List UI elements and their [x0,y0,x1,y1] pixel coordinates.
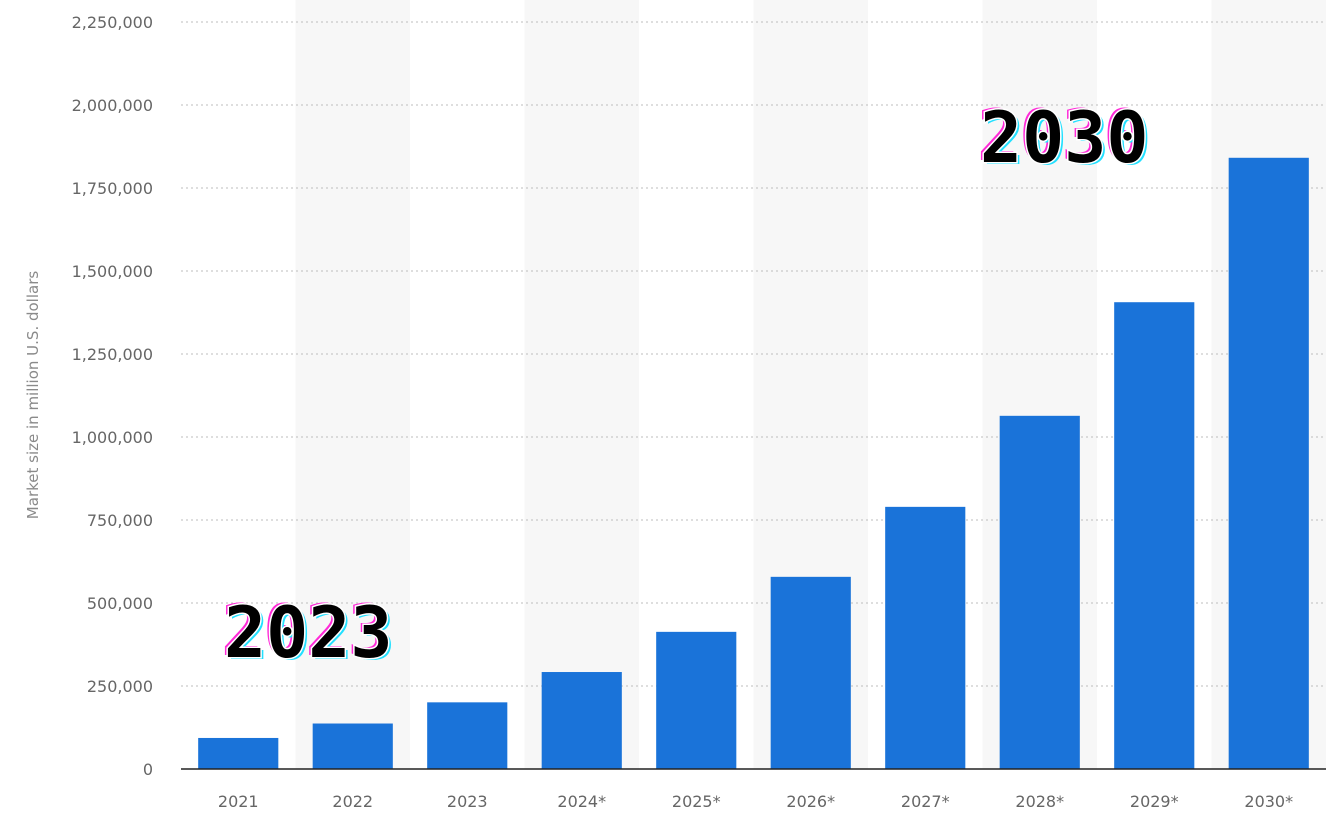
y-tick-label: 500,000 [87,594,153,613]
bar [427,702,508,769]
annotation-shadow-magenta: 2023 [221,590,390,672]
x-tick-label: 2026* [786,792,835,811]
annotation-shadow-cyan: 2030 [983,99,1152,181]
y-tick-label: 1,250,000 [72,345,153,364]
bar [1228,157,1309,770]
bar [999,415,1080,769]
bar [656,631,737,769]
category-band [524,0,639,769]
x-tick-label: 2021 [218,792,259,811]
x-tick-label: 2028* [1015,792,1064,811]
y-tick-label: 1,500,000 [72,262,153,281]
x-tick-label: 2025* [672,792,721,811]
x-tick-label: 2030* [1244,792,1293,811]
y-tick-label: 0 [143,760,153,779]
y-tick-label: 750,000 [87,511,153,530]
annotation-shadow-magenta: 2030 [977,95,1146,177]
x-tick-label: 2024* [557,792,606,811]
annotation-text: 2030 [980,97,1149,179]
y-tick-label: 250,000 [87,677,153,696]
y-tick-label: 1,750,000 [72,179,153,198]
y-axis-label: Market size in million U.S. dollars [24,271,42,520]
category-band [295,0,410,769]
y-tick-label: 1,000,000 [72,428,153,447]
y-axis-ticks: 0 250,000 500,000 750,000 1,000,000 1,250,000… [72,13,153,779]
bar [198,737,279,769]
gridlines [181,21,1326,687]
bars [198,157,1309,770]
bar [312,723,393,769]
bar [770,576,851,769]
x-axis-ticks: 2021 2022 2023 2024* 2025* 2026* 2027* 2028* 202… [218,792,1293,811]
bar [885,506,966,769]
bar [1114,302,1195,769]
bar [541,672,622,769]
y-tick-label: 2,250,000 [72,13,153,32]
annotation-text: 2023 [224,592,393,674]
x-tick-label: 2022 [332,792,373,811]
x-tick-label: 2027* [901,792,950,811]
x-tick-label: 2029* [1130,792,1179,811]
y-tick-label: 2,000,000 [72,96,153,115]
x-tick-label: 2023 [447,792,488,811]
annotation-shadow-cyan: 2023 [227,594,396,676]
